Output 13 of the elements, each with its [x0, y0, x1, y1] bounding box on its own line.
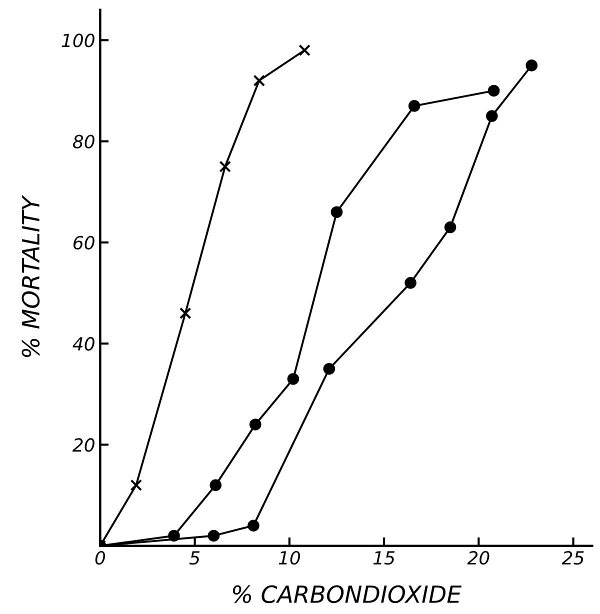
x-tick-label: 5 — [189, 551, 200, 565]
x-tick-label: 10 — [278, 551, 300, 565]
x-tick-label: 25 — [562, 551, 584, 565]
x-axis-title: % CARBONDIOXIDE — [232, 585, 462, 604]
y-axis-title: % MORTALITY — [22, 194, 40, 358]
y-tick-label: 100 — [62, 34, 94, 48]
y-tick-label: 80 — [72, 134, 94, 148]
y-tick-label: 20 — [72, 438, 94, 452]
y-tick-label: 40 — [72, 337, 94, 351]
y-tick-label: 60 — [74, 236, 94, 250]
x-tick-label: 15 — [373, 551, 395, 565]
x-tick-label: 20 — [467, 551, 490, 565]
x-tick-label: 0 — [95, 551, 106, 565]
